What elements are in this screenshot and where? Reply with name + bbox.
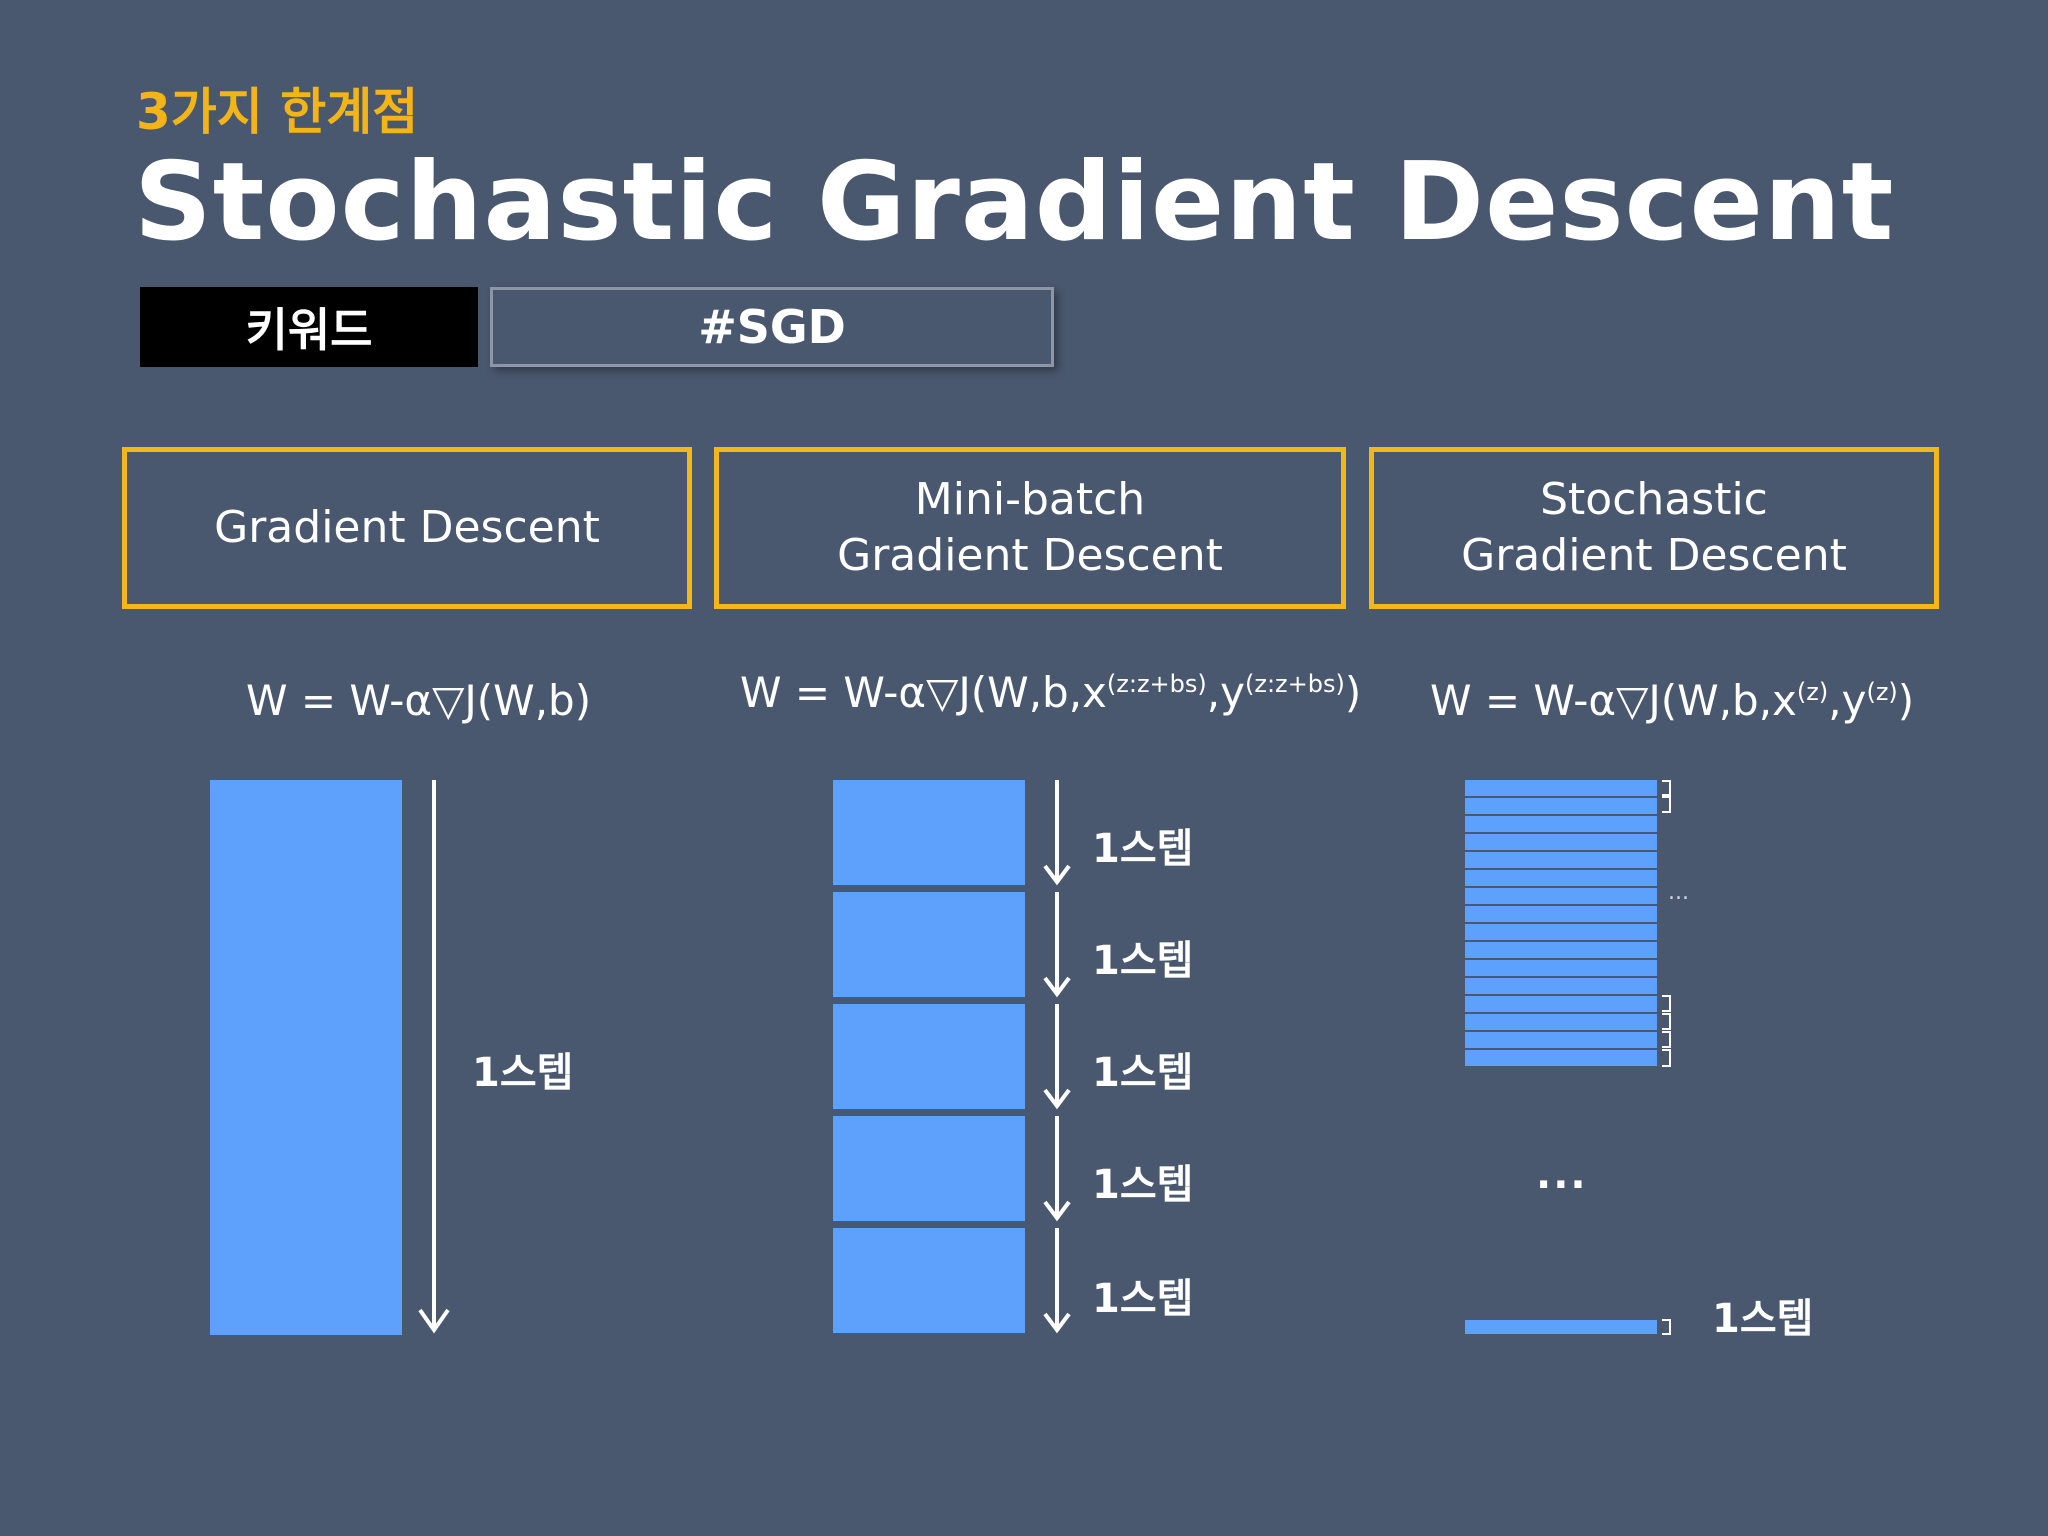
step-label: 1스텝	[472, 1050, 574, 1096]
mini-batch-block	[833, 1228, 1025, 1333]
ellipsis-small: ...	[1668, 880, 1689, 905]
formula-text: W = W-α▽J(W,b)	[246, 676, 592, 725]
formula-sup: (z)	[1796, 678, 1829, 706]
heading-gradient-descent: Gradient Descent	[122, 447, 692, 609]
sample-bracket	[1662, 1013, 1671, 1030]
sample-row	[1465, 798, 1657, 814]
step-label: 1스텝	[1092, 826, 1194, 872]
long-arrow	[418, 780, 450, 1334]
step-label: 1스텝	[1712, 1296, 1814, 1342]
heading-line: Stochastic	[1540, 474, 1768, 525]
sample-row	[1465, 906, 1657, 922]
full-batch-block	[210, 780, 402, 1335]
formula-sup: (z)	[1866, 678, 1898, 706]
formula-text: W = W-α▽J(W,b,x	[740, 668, 1107, 717]
keyword-label: 키워드	[140, 287, 478, 367]
step-label: 1스텝	[1092, 1050, 1194, 1096]
sample-bracket	[1662, 995, 1671, 1012]
sample-row	[1465, 924, 1657, 940]
step-arrow	[1043, 1004, 1071, 1110]
sample-bracket	[1662, 1319, 1671, 1335]
heading-line: Gradient Descent	[837, 530, 1223, 581]
formula-text: )	[1897, 676, 1915, 725]
sample-bracket	[1662, 796, 1671, 813]
keyword-value: #SGD	[490, 287, 1054, 367]
step-label: 1스텝	[1092, 1276, 1194, 1322]
sample-bracket	[1662, 1031, 1671, 1048]
heading-line: Gradient Descent	[1461, 530, 1847, 581]
sample-row	[1465, 996, 1657, 1012]
formula-sup: (z:z+bs)	[1106, 670, 1207, 698]
sample-row	[1465, 870, 1657, 886]
heading-line: Gradient Descent	[214, 502, 600, 553]
sample-bracket	[1662, 780, 1671, 796]
sample-row	[1465, 978, 1657, 994]
sample-brackets	[1662, 780, 1671, 1335]
sample-row	[1465, 852, 1657, 868]
formula-text: )	[1344, 668, 1362, 717]
sample-row	[1465, 1050, 1657, 1066]
sample-row	[1465, 780, 1657, 796]
heading-line: Mini-batch	[914, 474, 1146, 525]
mini-arrows	[1043, 780, 1071, 1334]
formula-text: W = W-α▽J(W,b,x	[1430, 676, 1797, 725]
sample-row	[1465, 834, 1657, 850]
ellipsis-large: ...	[1536, 1152, 1588, 1198]
sample-row	[1465, 960, 1657, 976]
sample-stack	[1465, 780, 1657, 1068]
page-title: Stochastic Gradient Descent	[134, 140, 1895, 265]
step-label: 1스텝	[1092, 1162, 1194, 1208]
sample-row	[1465, 1032, 1657, 1048]
formula-mini-batch: W = W-α▽J(W,b,x(z:z+bs),y(z:z+bs))	[740, 668, 1361, 717]
sample-row	[1465, 888, 1657, 904]
sample-bracket	[1662, 1049, 1671, 1067]
step-label: 1스텝	[1092, 938, 1194, 984]
step-arrow	[1043, 1116, 1071, 1222]
single-sample-block	[1465, 1320, 1657, 1334]
formula-text: ,y	[1828, 676, 1867, 725]
formula-text: ,y	[1206, 668, 1245, 717]
mini-batch-block	[833, 1116, 1025, 1221]
heading-stochastic: Stochastic Gradient Descent	[1369, 447, 1939, 609]
formula-sup: (z:z+bs)	[1244, 670, 1345, 698]
formula-gradient-descent: W = W-α▽J(W,b)	[246, 676, 591, 725]
formula-stochastic: W = W-α▽J(W,b,x(z),y(z))	[1430, 676, 1914, 725]
sample-row	[1465, 1014, 1657, 1030]
mini-batch-block	[833, 780, 1025, 885]
step-arrow	[1043, 1228, 1071, 1334]
heading-mini-batch: Mini-batch Gradient Descent	[714, 447, 1346, 609]
step-arrow	[1043, 780, 1071, 886]
section-subtitle: 3가지 한계점	[136, 83, 419, 141]
step-arrow	[1043, 892, 1071, 998]
sample-row	[1465, 816, 1657, 832]
mini-batch-block	[833, 1004, 1025, 1109]
mini-batch-block	[833, 892, 1025, 997]
sample-row	[1465, 942, 1657, 958]
